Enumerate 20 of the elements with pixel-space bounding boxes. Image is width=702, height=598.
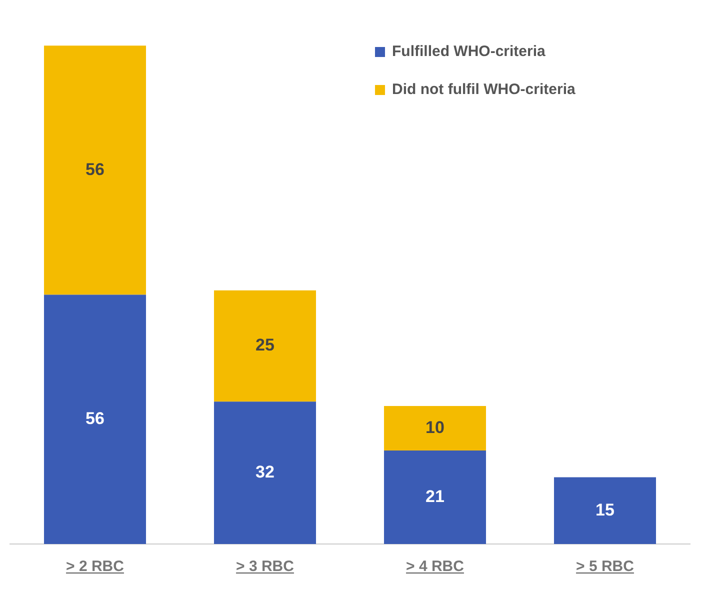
bar — [44, 46, 146, 295]
data-label: 21 — [426, 486, 444, 506]
bar — [214, 290, 316, 402]
x-tick-label: > 3 RBC — [236, 558, 294, 576]
bar — [384, 406, 486, 451]
data-label: 25 — [256, 336, 274, 355]
data-label: 32 — [256, 462, 274, 482]
bar — [384, 450, 486, 544]
data-label: 56 — [86, 160, 104, 179]
x-tick-label: > 4 RBC — [406, 558, 464, 576]
bar — [44, 294, 146, 544]
data-label: 10 — [426, 418, 444, 437]
legend-label: Fulfilled WHO-criteria — [392, 43, 546, 60]
x-tick-label: > 2 RBC — [66, 558, 124, 576]
data-label: 56 — [86, 409, 104, 428]
data-label: 15 — [596, 500, 614, 520]
bar — [554, 477, 656, 544]
bar — [214, 402, 316, 544]
legend-label: Did not fulfil WHO-criteria — [392, 81, 576, 98]
x-tick-label: > 5 RBC — [576, 558, 634, 576]
